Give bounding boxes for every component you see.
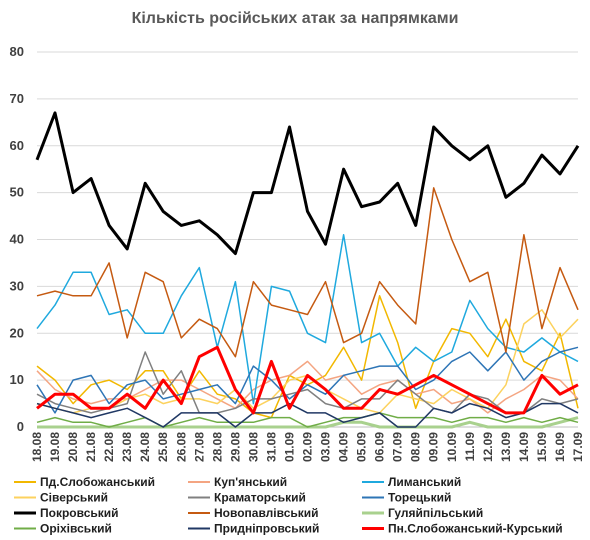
x-tick-label: 08.09	[409, 432, 423, 462]
series-line-6	[35, 111, 580, 256]
legend-item-label: Гуляйпільський	[388, 506, 483, 520]
series-line-5	[36, 346, 579, 414]
x-tick-label: 18.08	[30, 432, 44, 462]
x-tick-label: 27.08	[192, 432, 206, 462]
x-tick-label: 25.08	[156, 432, 170, 462]
x-axis-ticks: 18.08 19.08 20.08 21.08 22.08 23.08 24.08 25.08…	[30, 432, 585, 462]
legend-item-label: Пд.Слобожанський	[40, 475, 155, 489]
legend-item-label: Краматорський	[214, 491, 306, 505]
x-tick-label: 31.08	[264, 432, 278, 462]
x-tick-label: 17.09	[571, 432, 585, 462]
series-line-8	[37, 416, 579, 429]
legend-item-label: Лиманський	[388, 475, 461, 489]
legend-item-label: Сіверський	[40, 491, 108, 505]
legend-item-label: Куп'янський	[214, 475, 287, 489]
legend-item-label: Покровський	[40, 506, 119, 520]
y-tick-label: 0	[17, 419, 24, 434]
x-tick-label: 19.08	[48, 432, 62, 462]
series-line-4	[36, 351, 579, 414]
series-line-9	[36, 412, 579, 428]
y-tick-label: 20	[10, 325, 24, 340]
y-axis-ticks: 0 10 20 30 40 50 60 70 80	[10, 44, 24, 434]
x-tick-label: 09.09	[427, 432, 441, 462]
x-tick-label: 28.08	[210, 432, 224, 462]
y-tick-label: 40	[10, 232, 24, 247]
x-tick-label: 03.09	[319, 432, 333, 462]
y-tick-label: 30	[10, 278, 24, 293]
y-tick-label: 70	[10, 91, 24, 106]
x-tick-label: 29.08	[228, 432, 242, 462]
legend-item-label: Пн.Слобожанський-Курський	[388, 522, 563, 536]
x-tick-label: 01.09	[282, 432, 296, 462]
x-tick-label: 21.08	[84, 432, 98, 462]
series-line-2	[36, 234, 579, 405]
x-tick-label: 06.09	[373, 432, 387, 462]
series-line-11	[36, 345, 579, 415]
x-tick-label: 07.09	[391, 432, 405, 462]
legend-item-label: Оріхівський	[40, 522, 112, 536]
x-tick-label: 02.09	[301, 432, 315, 462]
chart-title: Кількість російських атак за напрямками	[131, 10, 459, 27]
x-tick-label: 26.08	[174, 432, 188, 462]
x-tick-label: 22.08	[102, 432, 116, 462]
legend-item-label: Новопавлівський	[214, 506, 319, 520]
x-tick-label: 04.09	[337, 432, 351, 462]
x-tick-label: 10.09	[445, 432, 459, 462]
legend: Пд.Слобожанський Куп'янський Лиманський Сів…	[14, 475, 563, 536]
x-tick-label: 15.09	[535, 432, 549, 462]
y-tick-label: 10	[10, 372, 24, 387]
x-tick-label: 16.09	[553, 432, 567, 462]
series-lines	[35, 111, 580, 429]
x-tick-label: 12.09	[481, 432, 495, 462]
x-tick-label: 24.08	[138, 432, 152, 462]
x-tick-label: 30.08	[246, 432, 260, 462]
x-tick-label: 13.09	[499, 432, 513, 462]
x-tick-label: 14.09	[517, 432, 531, 462]
y-tick-label: 50	[10, 185, 24, 200]
y-tick-label: 80	[10, 44, 24, 59]
legend-item-label: Торецький	[388, 491, 451, 505]
x-tick-label: 23.08	[120, 432, 134, 462]
series-line-10	[36, 402, 579, 428]
x-tick-label: 20.08	[66, 432, 80, 462]
series-line-7	[36, 187, 579, 358]
x-tick-label: 05.09	[355, 432, 369, 462]
y-tick-label: 60	[10, 138, 24, 153]
legend-item-label: Придніпровський	[214, 522, 319, 536]
x-tick-label: 11.09	[463, 432, 477, 462]
